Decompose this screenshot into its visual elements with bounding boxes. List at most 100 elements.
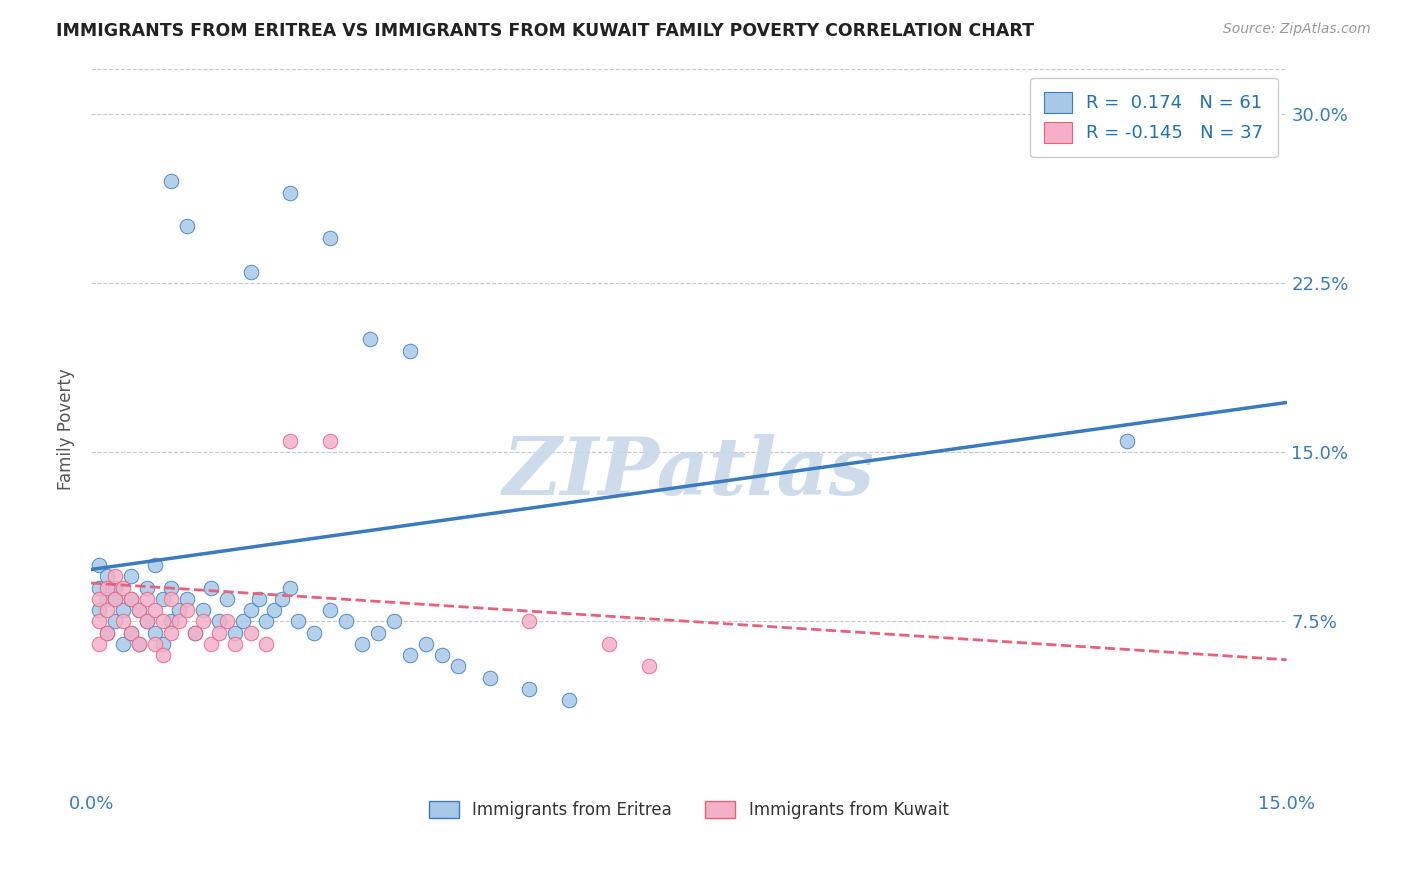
Point [335, 615, 357, 629]
Y-axis label: Family Poverty: Family Poverty [58, 368, 75, 491]
Point [447, 659, 470, 673]
Point [160, 615, 183, 629]
Point [280, 434, 302, 448]
Point [239, 264, 262, 278]
Point [128, 637, 150, 651]
Point [128, 603, 150, 617]
Point [104, 591, 127, 606]
Point [247, 591, 270, 606]
Point [160, 591, 183, 606]
Point [87, 558, 110, 572]
Point [104, 569, 127, 583]
Point [176, 591, 198, 606]
Point [87, 581, 110, 595]
Point [176, 603, 198, 617]
Point [399, 648, 422, 663]
Point [638, 659, 661, 673]
Point [112, 603, 135, 617]
Point [143, 558, 166, 572]
Point [558, 693, 581, 707]
Point [176, 219, 198, 234]
Point [96, 625, 118, 640]
Point [256, 615, 278, 629]
Text: Source: ZipAtlas.com: Source: ZipAtlas.com [1223, 22, 1371, 37]
Point [152, 648, 174, 663]
Point [120, 625, 142, 640]
Point [120, 591, 142, 606]
Point [136, 615, 159, 629]
Point [96, 581, 118, 595]
Point [152, 591, 174, 606]
Point [136, 615, 159, 629]
Point [191, 615, 214, 629]
Point [367, 625, 389, 640]
Point [136, 581, 159, 595]
Point [152, 637, 174, 651]
Point [232, 615, 254, 629]
Point [208, 615, 231, 629]
Point [112, 637, 135, 651]
Point [319, 603, 342, 617]
Point [104, 615, 127, 629]
Point [478, 671, 501, 685]
Point [263, 603, 285, 617]
Point [167, 615, 190, 629]
Point [167, 603, 190, 617]
Point [519, 681, 541, 696]
Point [382, 615, 405, 629]
Point [304, 625, 326, 640]
Point [112, 615, 135, 629]
Point [239, 625, 262, 640]
Point [96, 591, 118, 606]
Point [87, 637, 110, 651]
Point [136, 591, 159, 606]
Point [96, 625, 118, 640]
Point [399, 343, 422, 358]
Point [96, 569, 118, 583]
Point [1116, 434, 1139, 448]
Point [256, 637, 278, 651]
Point [87, 603, 110, 617]
Point [160, 581, 183, 595]
Point [352, 637, 374, 651]
Point [184, 625, 207, 640]
Point [143, 603, 166, 617]
Point [519, 615, 541, 629]
Point [184, 625, 207, 640]
Point [280, 186, 302, 200]
Point [319, 231, 342, 245]
Point [415, 637, 437, 651]
Point [120, 625, 142, 640]
Point [104, 591, 127, 606]
Point [128, 637, 150, 651]
Point [120, 591, 142, 606]
Point [430, 648, 453, 663]
Point [96, 603, 118, 617]
Point [120, 569, 142, 583]
Point [104, 581, 127, 595]
Point [143, 625, 166, 640]
Point [143, 637, 166, 651]
Point [112, 581, 135, 595]
Point [208, 625, 231, 640]
Point [598, 637, 620, 651]
Point [280, 581, 302, 595]
Point [200, 581, 222, 595]
Point [200, 637, 222, 651]
Legend: Immigrants from Eritrea, Immigrants from Kuwait: Immigrants from Eritrea, Immigrants from… [422, 794, 955, 826]
Point [224, 637, 246, 651]
Point [152, 615, 174, 629]
Point [271, 591, 294, 606]
Point [319, 434, 342, 448]
Point [287, 615, 309, 629]
Point [239, 603, 262, 617]
Text: IMMIGRANTS FROM ERITREA VS IMMIGRANTS FROM KUWAIT FAMILY POVERTY CORRELATION CHA: IMMIGRANTS FROM ERITREA VS IMMIGRANTS FR… [56, 22, 1035, 40]
Point [87, 615, 110, 629]
Point [224, 625, 246, 640]
Point [215, 615, 238, 629]
Text: ZIPatlas: ZIPatlas [503, 434, 875, 512]
Point [87, 591, 110, 606]
Point [160, 625, 183, 640]
Point [191, 603, 214, 617]
Point [359, 332, 381, 346]
